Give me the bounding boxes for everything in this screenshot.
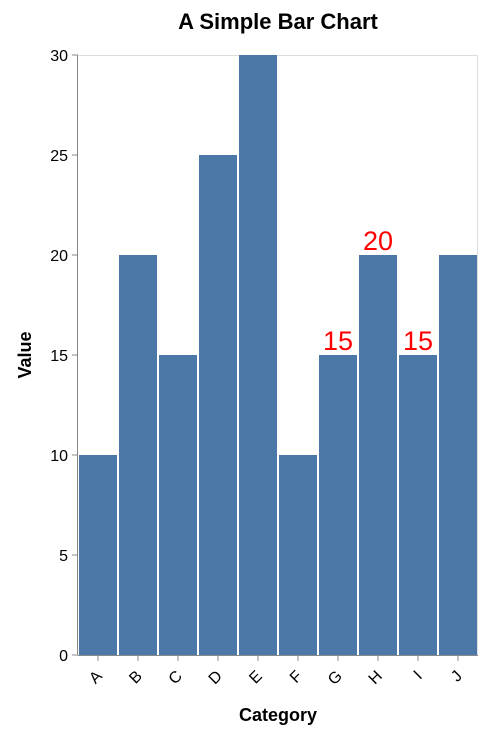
bar-C	[159, 355, 197, 655]
y-tick-label-5: 5	[59, 548, 68, 565]
bar-J	[439, 255, 477, 655]
y-axis-title: Value	[15, 331, 35, 378]
x-tick-label-G: G	[325, 668, 346, 689]
x-tick-label-C: C	[166, 668, 186, 688]
y-tick-label-0: 0	[59, 648, 68, 665]
bar-B	[119, 255, 157, 655]
x-tick-label-D: D	[206, 668, 226, 688]
x-tick-label-I: I	[411, 668, 426, 683]
x-tick-label-A: A	[86, 668, 106, 688]
plot-frame	[78, 55, 478, 655]
x-tick-label-H: H	[366, 668, 386, 688]
x-tick-label-E: E	[246, 668, 266, 688]
bar-D	[199, 155, 237, 655]
x-tick-label-F: F	[287, 668, 306, 687]
bar-H	[359, 255, 397, 655]
y-axis: 0 5 10 15 20 25 30	[50, 48, 78, 665]
y-tick-label-25: 25	[50, 148, 68, 165]
bar-G	[319, 355, 357, 655]
data-label-G: 15	[323, 326, 353, 356]
bar-A	[79, 455, 117, 655]
y-tick-label-10: 10	[50, 448, 68, 465]
x-tick-label-J: J	[448, 668, 466, 686]
bar-I	[399, 355, 437, 655]
x-axis-title: Category	[239, 705, 317, 725]
y-tick-label-20: 20	[50, 248, 68, 265]
y-tick-label-30: 30	[50, 48, 68, 65]
bar-E	[239, 55, 277, 655]
chart-title: A Simple Bar Chart	[178, 9, 378, 34]
x-tick-label-B: B	[126, 668, 146, 688]
data-label-I: 15	[403, 326, 433, 356]
data-label-H: 20	[363, 226, 393, 256]
bar-F	[279, 455, 317, 655]
bars	[79, 55, 477, 655]
data-labels: 15 20 15	[323, 226, 433, 356]
y-tick-label-15: 15	[50, 348, 68, 365]
